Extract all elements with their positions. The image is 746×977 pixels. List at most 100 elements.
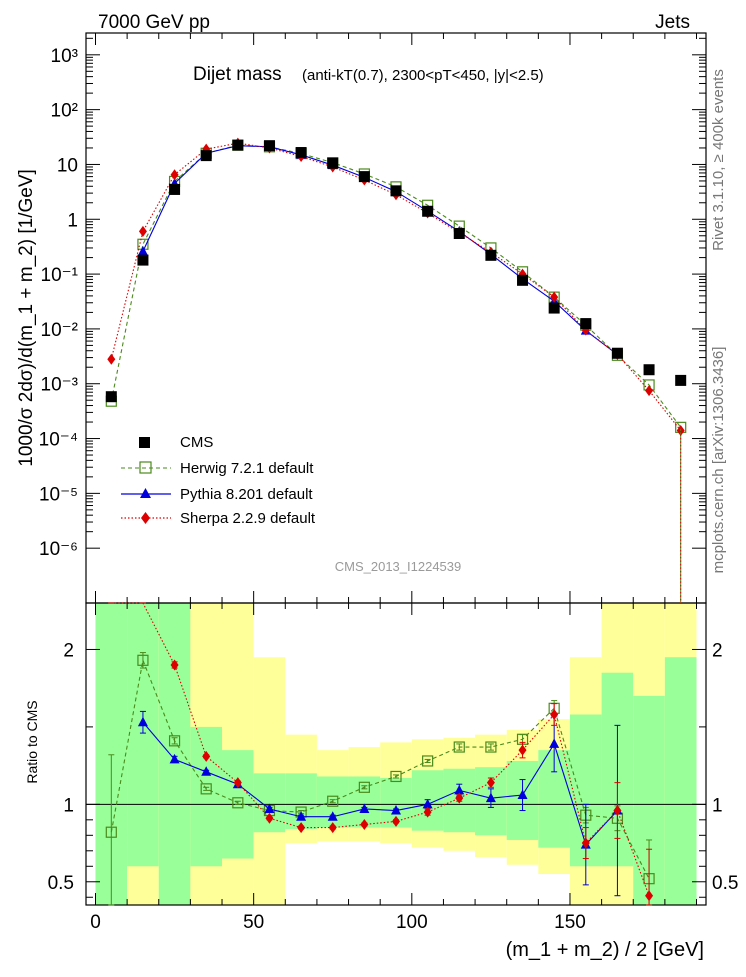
point-cms bbox=[327, 157, 339, 169]
point-sherpa bbox=[645, 385, 654, 397]
plot-title: Dijet mass bbox=[193, 64, 282, 85]
ratio-point-pythia bbox=[201, 766, 212, 776]
ratio-point-sherpa bbox=[202, 750, 211, 762]
point-cms bbox=[675, 374, 687, 386]
analysis-watermark: CMS_2013_I1224539 bbox=[335, 559, 462, 574]
ratio-point-sherpa bbox=[486, 777, 495, 789]
ratio-point-sherpa bbox=[613, 805, 622, 817]
ratio-point-pythia bbox=[422, 798, 433, 809]
ratio-point-sherpa bbox=[645, 890, 654, 902]
ratio-point-pythia bbox=[454, 784, 465, 795]
legend-cms-marker bbox=[139, 437, 150, 448]
point-sherpa bbox=[138, 225, 147, 237]
legend-pythia-marker bbox=[140, 488, 151, 498]
ratio-uncertainty-bands bbox=[95, 603, 697, 905]
point-cms bbox=[453, 228, 465, 240]
point-sherpa bbox=[550, 291, 559, 303]
ratio-point-herwig bbox=[105, 826, 117, 838]
ratio-series-sherpa bbox=[108, 602, 654, 906]
y-tick-label: 10⁻³ bbox=[41, 375, 79, 396]
ratio-point-herwig bbox=[137, 654, 149, 666]
band-inner bbox=[190, 726, 223, 867]
x-tick-label: 100 bbox=[396, 912, 428, 933]
ratio-line-herwig bbox=[110, 658, 650, 879]
band-inner bbox=[285, 773, 317, 830]
point-cms bbox=[137, 254, 149, 266]
ratio-point-herwig bbox=[358, 781, 370, 793]
point-cms bbox=[169, 183, 181, 195]
ratio-point-herwig bbox=[200, 783, 212, 795]
ratio-series-layer bbox=[105, 602, 655, 906]
point-cms bbox=[548, 302, 560, 314]
point-cms bbox=[611, 347, 623, 359]
point-cms bbox=[643, 364, 655, 376]
point-cms bbox=[295, 147, 307, 159]
series-pythia bbox=[137, 140, 623, 359]
point-cms bbox=[200, 150, 212, 162]
legend-sherpa-marker bbox=[141, 512, 150, 524]
y-tick-label: 10⁻⁵ bbox=[39, 484, 78, 505]
point-sherpa bbox=[170, 169, 179, 181]
ratio-point-pythia bbox=[517, 789, 528, 800]
y-tick-label: 1 bbox=[67, 210, 78, 231]
point-cms bbox=[485, 249, 497, 261]
ratio-point-pythia bbox=[549, 738, 560, 748]
rivet-version-label: Rivet 3.1.10, ≥ 400k events bbox=[710, 69, 727, 251]
mcplots-citation: mcplots.cern.ch [arXiv:1306.3436] bbox=[710, 347, 727, 574]
point-sherpa bbox=[107, 353, 116, 365]
ratio-point-sherpa bbox=[297, 822, 306, 834]
ratio-point-sherpa bbox=[170, 659, 179, 671]
ratio-point-pythia bbox=[169, 753, 180, 764]
ratio-point-pythia bbox=[137, 716, 148, 727]
y-tick-label: 10² bbox=[51, 101, 78, 122]
ratio-point-herwig bbox=[485, 741, 497, 753]
point-cms bbox=[105, 391, 117, 403]
ratio-panel-frame bbox=[85, 602, 707, 906]
point-cms bbox=[422, 205, 434, 217]
ratio-point-sherpa bbox=[455, 792, 464, 804]
ratio-tick-label-right: 0.5 bbox=[712, 873, 738, 894]
ratio-tick-label: 2 bbox=[63, 640, 74, 661]
ratio-point-herwig bbox=[390, 770, 402, 783]
ratio-point-herwig bbox=[232, 797, 244, 809]
legend-herwig-label: Herwig 7.2.1 default bbox=[180, 460, 314, 477]
point-cms bbox=[232, 139, 244, 151]
point-cms bbox=[358, 171, 370, 183]
y-axis-label: 1000/σ 2dσ)/d(m_1 + m_2) [1/GeV] bbox=[16, 169, 37, 467]
ratio-tick-label-right: 1 bbox=[712, 795, 723, 816]
ratio-point-sherpa bbox=[423, 806, 432, 818]
legend-herwig-marker bbox=[139, 461, 152, 474]
header-energy-label: 7000 GeV pp bbox=[98, 12, 210, 33]
y-tick-label: 10 bbox=[57, 155, 78, 176]
ratio-point-sherpa bbox=[518, 744, 527, 756]
ratio-point-herwig bbox=[453, 741, 465, 753]
point-cms bbox=[390, 185, 402, 197]
series-herwig bbox=[105, 139, 687, 433]
ratio-point-sherpa bbox=[581, 837, 590, 849]
ratio-point-sherpa bbox=[328, 822, 337, 834]
point-cms bbox=[263, 140, 275, 152]
x-tick-label: 50 bbox=[243, 912, 264, 933]
plot-title-cuts: (anti-kT(0.7), 2300<pT<450, |y|<2.5) bbox=[302, 67, 544, 84]
legend-sherpa-label: Sherpa 2.2.9 default bbox=[180, 510, 316, 527]
band-inner bbox=[664, 657, 697, 905]
series-cms bbox=[105, 139, 687, 403]
x-tick-label: 150 bbox=[554, 912, 586, 933]
header-jets-label: Jets bbox=[655, 12, 690, 33]
series-line-pythia bbox=[142, 145, 618, 356]
ratio-point-sherpa bbox=[265, 812, 274, 824]
ratio-tick-label-right: 2 bbox=[712, 640, 723, 661]
ratio-point-pythia bbox=[359, 803, 370, 813]
ratio-point-pythia bbox=[391, 805, 401, 815]
y-tick-label: 10⁻¹ bbox=[41, 265, 79, 286]
legend: CMS Herwig 7.2.1 default Pythia 8.201 de… bbox=[121, 434, 316, 527]
axes-ticks: 0 50 100 150 10⁻⁶ 10⁻⁵ 10⁻⁴ 10⁻³ 10⁻² 10⁻¹ 1 10 10² 1… bbox=[39, 33, 738, 933]
point-cms bbox=[580, 318, 592, 330]
ratio-point-sherpa bbox=[360, 818, 369, 830]
x-tick-label: 0 bbox=[90, 912, 101, 933]
ratio-point-pythia bbox=[485, 792, 496, 803]
ratio-point-herwig bbox=[327, 795, 339, 807]
ratio-point-sherpa bbox=[392, 815, 400, 827]
